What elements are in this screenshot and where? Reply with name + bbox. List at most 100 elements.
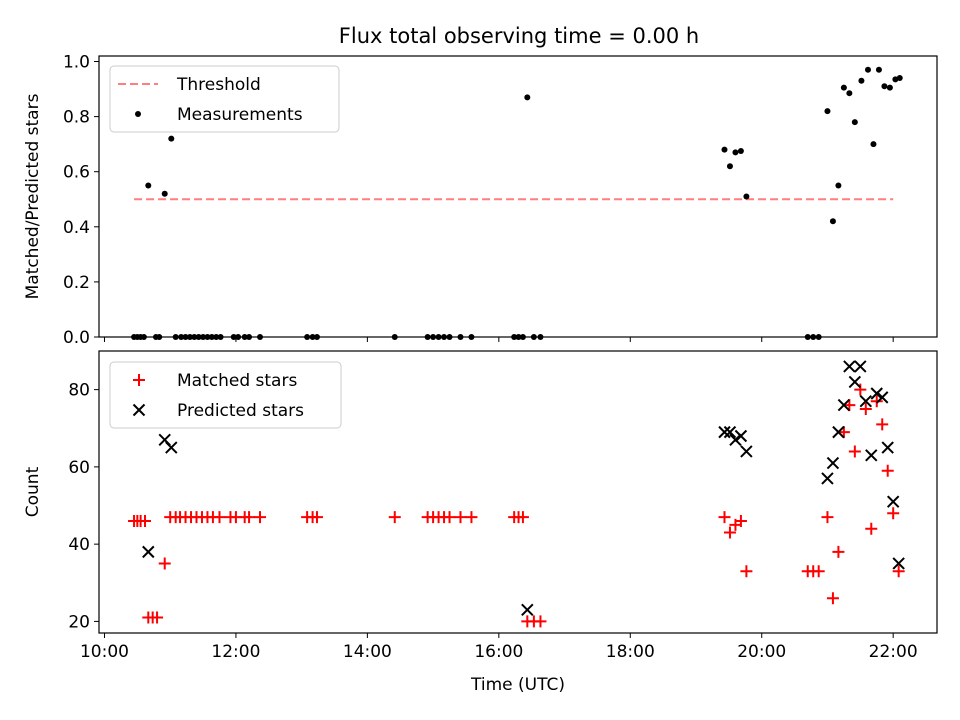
matched-star-point xyxy=(848,445,861,458)
measurement-point xyxy=(743,193,750,200)
matched-star-point xyxy=(465,511,478,524)
x-axis-label: Time (UTC) xyxy=(470,675,565,695)
chart-title: Flux total observing time = 0.00 h xyxy=(339,24,699,48)
y-tick-label: 60 xyxy=(68,458,90,478)
predicted-star-point xyxy=(832,425,845,439)
measurement-point xyxy=(858,77,865,84)
predicted-star-point xyxy=(854,360,867,373)
matched-star-point xyxy=(158,557,171,570)
matched-star-point xyxy=(859,402,872,415)
predicted-star-point xyxy=(837,398,851,412)
measurement-point xyxy=(829,218,836,225)
matched-star-point xyxy=(243,511,256,524)
legend-threshold-label: Threshold xyxy=(176,75,261,95)
matched-star-point xyxy=(454,511,467,524)
predicted-star-point xyxy=(865,449,878,462)
matched-star-point xyxy=(832,545,845,558)
matched-star-point xyxy=(723,526,736,539)
legend: Matched stars Predicted stars xyxy=(109,361,342,429)
predicted-star-point xyxy=(734,429,748,443)
predicted-star-point xyxy=(859,395,873,408)
y-tick-label: 0.6 xyxy=(63,163,90,183)
measurement-point xyxy=(726,163,733,170)
predicted-star-point xyxy=(881,441,894,454)
x-tick-label: 22:00 xyxy=(869,642,918,662)
matched-star-point xyxy=(812,565,825,578)
panel-top: 0.0 0.2 0.4 0.6 0.8 1.0 Matched/Predicted star… xyxy=(23,53,938,348)
matched-star-point xyxy=(443,511,456,524)
legend-predicted-swatch xyxy=(132,403,146,417)
matched-star-point xyxy=(139,514,152,527)
y-tick-label: 20 xyxy=(68,612,90,632)
measurement-point xyxy=(886,84,893,91)
x-tick-label: 12:00 xyxy=(211,642,260,662)
matched-star-point xyxy=(534,615,547,628)
y-tick-label: 0.8 xyxy=(63,108,90,128)
legend-box xyxy=(109,65,340,133)
matched-star-point xyxy=(310,511,323,524)
panel-bottom: 20 40 60 80 10:00 12:00 14:00 16:00 18:00 20:00 22… xyxy=(23,350,938,695)
measurement-point xyxy=(168,135,175,142)
y-axis-label: Count xyxy=(23,466,43,517)
legend-measurements-swatch xyxy=(135,111,141,117)
legend-measurements-label: Measurements xyxy=(177,105,303,125)
measurement-point xyxy=(846,90,853,97)
measurement-point xyxy=(732,149,739,156)
predicted-star-point xyxy=(729,433,742,447)
y-tick-label: 0.4 xyxy=(63,218,90,238)
measurement-point xyxy=(524,94,531,101)
measurement-point xyxy=(721,146,728,153)
predicted-star-point xyxy=(876,391,889,404)
measurement-point xyxy=(840,84,847,91)
predicted-star-point xyxy=(740,445,753,458)
measurement-point xyxy=(896,75,903,82)
y-tick-label: 80 xyxy=(68,381,90,401)
predicted-star-point xyxy=(886,495,900,508)
x-tick-label: 16:00 xyxy=(474,642,523,662)
matched-star-point xyxy=(734,514,747,527)
predicted-star-point xyxy=(821,472,834,485)
matched-star-point xyxy=(865,522,878,535)
matched-star-point xyxy=(870,395,883,408)
matched-star-point xyxy=(876,418,889,431)
predicted-star-point xyxy=(848,375,862,389)
matched-star-point xyxy=(854,383,867,396)
axes-frame xyxy=(98,350,938,634)
legend-matched-label: Matched stars xyxy=(177,371,297,391)
matched-star-point xyxy=(718,511,731,524)
measurement-point xyxy=(875,66,882,73)
axes-frame xyxy=(98,55,938,338)
measurement-point xyxy=(851,119,858,126)
matched-star-point xyxy=(740,565,753,578)
legend: Threshold Measurements xyxy=(109,65,340,133)
predicted-star-point xyxy=(142,545,155,559)
y-axis-label: Matched/Predicted stars xyxy=(23,93,43,299)
legend-predicted-label: Predicted stars xyxy=(177,401,304,421)
y-tick-label: 1.0 xyxy=(63,53,90,73)
measurement-point xyxy=(824,108,831,115)
y-tick-label: 0.0 xyxy=(63,328,90,348)
measurement-point xyxy=(881,83,888,90)
predicted-star-point xyxy=(718,425,731,439)
predicted-star-point xyxy=(870,387,883,400)
y-tick-label: 40 xyxy=(68,535,90,555)
predicted-star-point xyxy=(521,603,534,617)
predicted-star-point xyxy=(723,425,737,439)
matched-star-point xyxy=(254,511,267,524)
measurement-point xyxy=(864,66,871,73)
legend-box xyxy=(109,361,342,429)
matched-star-point xyxy=(837,426,850,439)
matched-star-point xyxy=(213,511,226,524)
x-tick-label: 20:00 xyxy=(737,642,786,662)
measurement-point xyxy=(161,190,168,197)
legend-matched-swatch xyxy=(133,374,145,386)
matched-star-point xyxy=(887,507,900,520)
matched-star-point xyxy=(881,464,894,477)
x-tick-label: 10:00 xyxy=(80,642,129,662)
matched-star-point xyxy=(892,565,905,578)
measurement-point xyxy=(835,182,842,189)
measurement-point xyxy=(870,141,877,148)
measurement-point xyxy=(737,148,744,155)
matched-star-point xyxy=(388,511,401,524)
